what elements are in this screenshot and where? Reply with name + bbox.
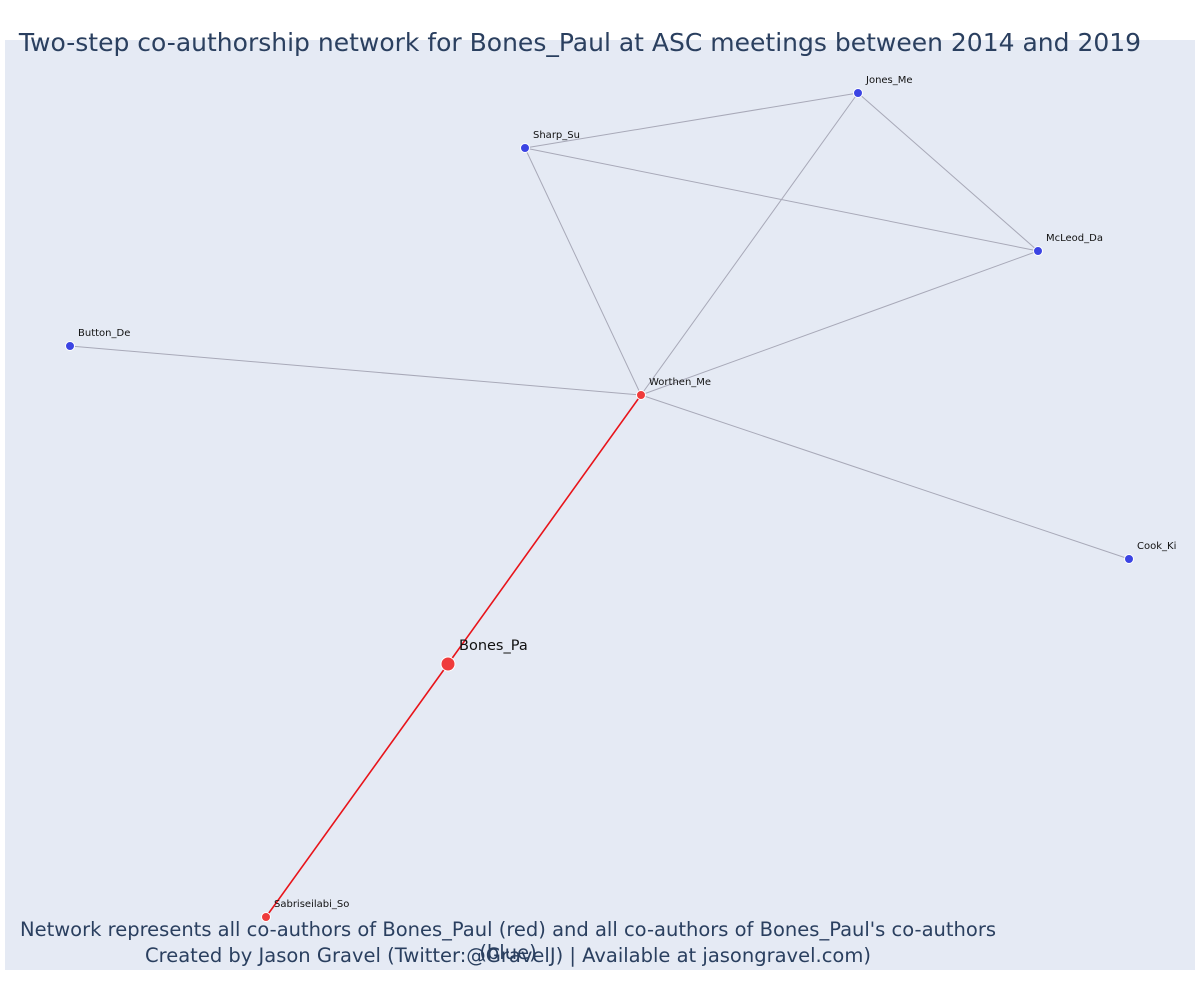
edge-Bones_Pa-Worthen_Me [447, 394, 642, 665]
edge-Worthen_Me-Sharp_Su [524, 147, 642, 396]
node-marker[interactable] [520, 143, 530, 153]
edge-Jones_Me-McLeod_Da [857, 92, 1039, 252]
node-Cook_Ki[interactable]: Cook_Ki [1124, 541, 1177, 564]
node-label: McLeod_Da [1046, 233, 1103, 244]
node-label: Jones_Me [865, 75, 913, 86]
edge-Worthen_Me-Button_De [69, 345, 642, 396]
caption-line-1: Network represents all co-authors of Bon… [20, 918, 996, 964]
node-marker[interactable] [1033, 246, 1043, 256]
edge-Worthen_Me-Jones_Me [640, 92, 859, 396]
node-McLeod_Da[interactable]: McLeod_Da [1033, 233, 1103, 256]
edge-Bones_Pa-Sabriseilabi_So [265, 663, 449, 918]
node-Sharp_Su[interactable]: Sharp_Su [520, 130, 580, 153]
node-label: Sharp_Su [533, 130, 580, 141]
chart-title: Two-step co-authorship network for Bones… [18, 28, 1142, 57]
node-marker[interactable] [853, 88, 863, 98]
nodes-layer: Bones_Pa Worthen_Me Sabriseilabi_So Jones_M… [65, 75, 1177, 922]
node-Sabriseilabi_So[interactable]: Sabriseilabi_So [261, 899, 350, 922]
plot-area [5, 40, 1195, 970]
node-label: Worthen_Me [649, 377, 711, 388]
node-marker[interactable] [440, 656, 456, 672]
node-label: Button_De [78, 328, 130, 339]
edge-Sharp_Su-Jones_Me [524, 92, 859, 149]
node-Jones_Me[interactable]: Jones_Me [853, 75, 913, 98]
node-marker[interactable] [65, 341, 75, 351]
node-Button_De[interactable]: Button_De [65, 328, 131, 351]
node-label: Bones_Pa [459, 638, 528, 654]
edge-Worthen_Me-McLeod_Da [640, 250, 1039, 396]
node-label: Sabriseilabi_So [274, 899, 349, 910]
edge-Worthen_Me-Cook_Ki [640, 394, 1130, 560]
node-Bones_Pa[interactable]: Bones_Pa [440, 638, 528, 672]
node-marker[interactable] [261, 912, 271, 922]
node-marker[interactable] [636, 390, 646, 400]
node-label: Cook_Ki [1137, 541, 1176, 552]
edge-Sharp_Su-McLeod_Da [524, 147, 1039, 252]
node-Worthen_Me[interactable]: Worthen_Me [636, 377, 712, 400]
node-marker[interactable] [1124, 554, 1134, 564]
edges-layer [69, 92, 1130, 918]
caption-line-2: Created by Jason Gravel (Twitter:@Gravel… [145, 944, 871, 967]
